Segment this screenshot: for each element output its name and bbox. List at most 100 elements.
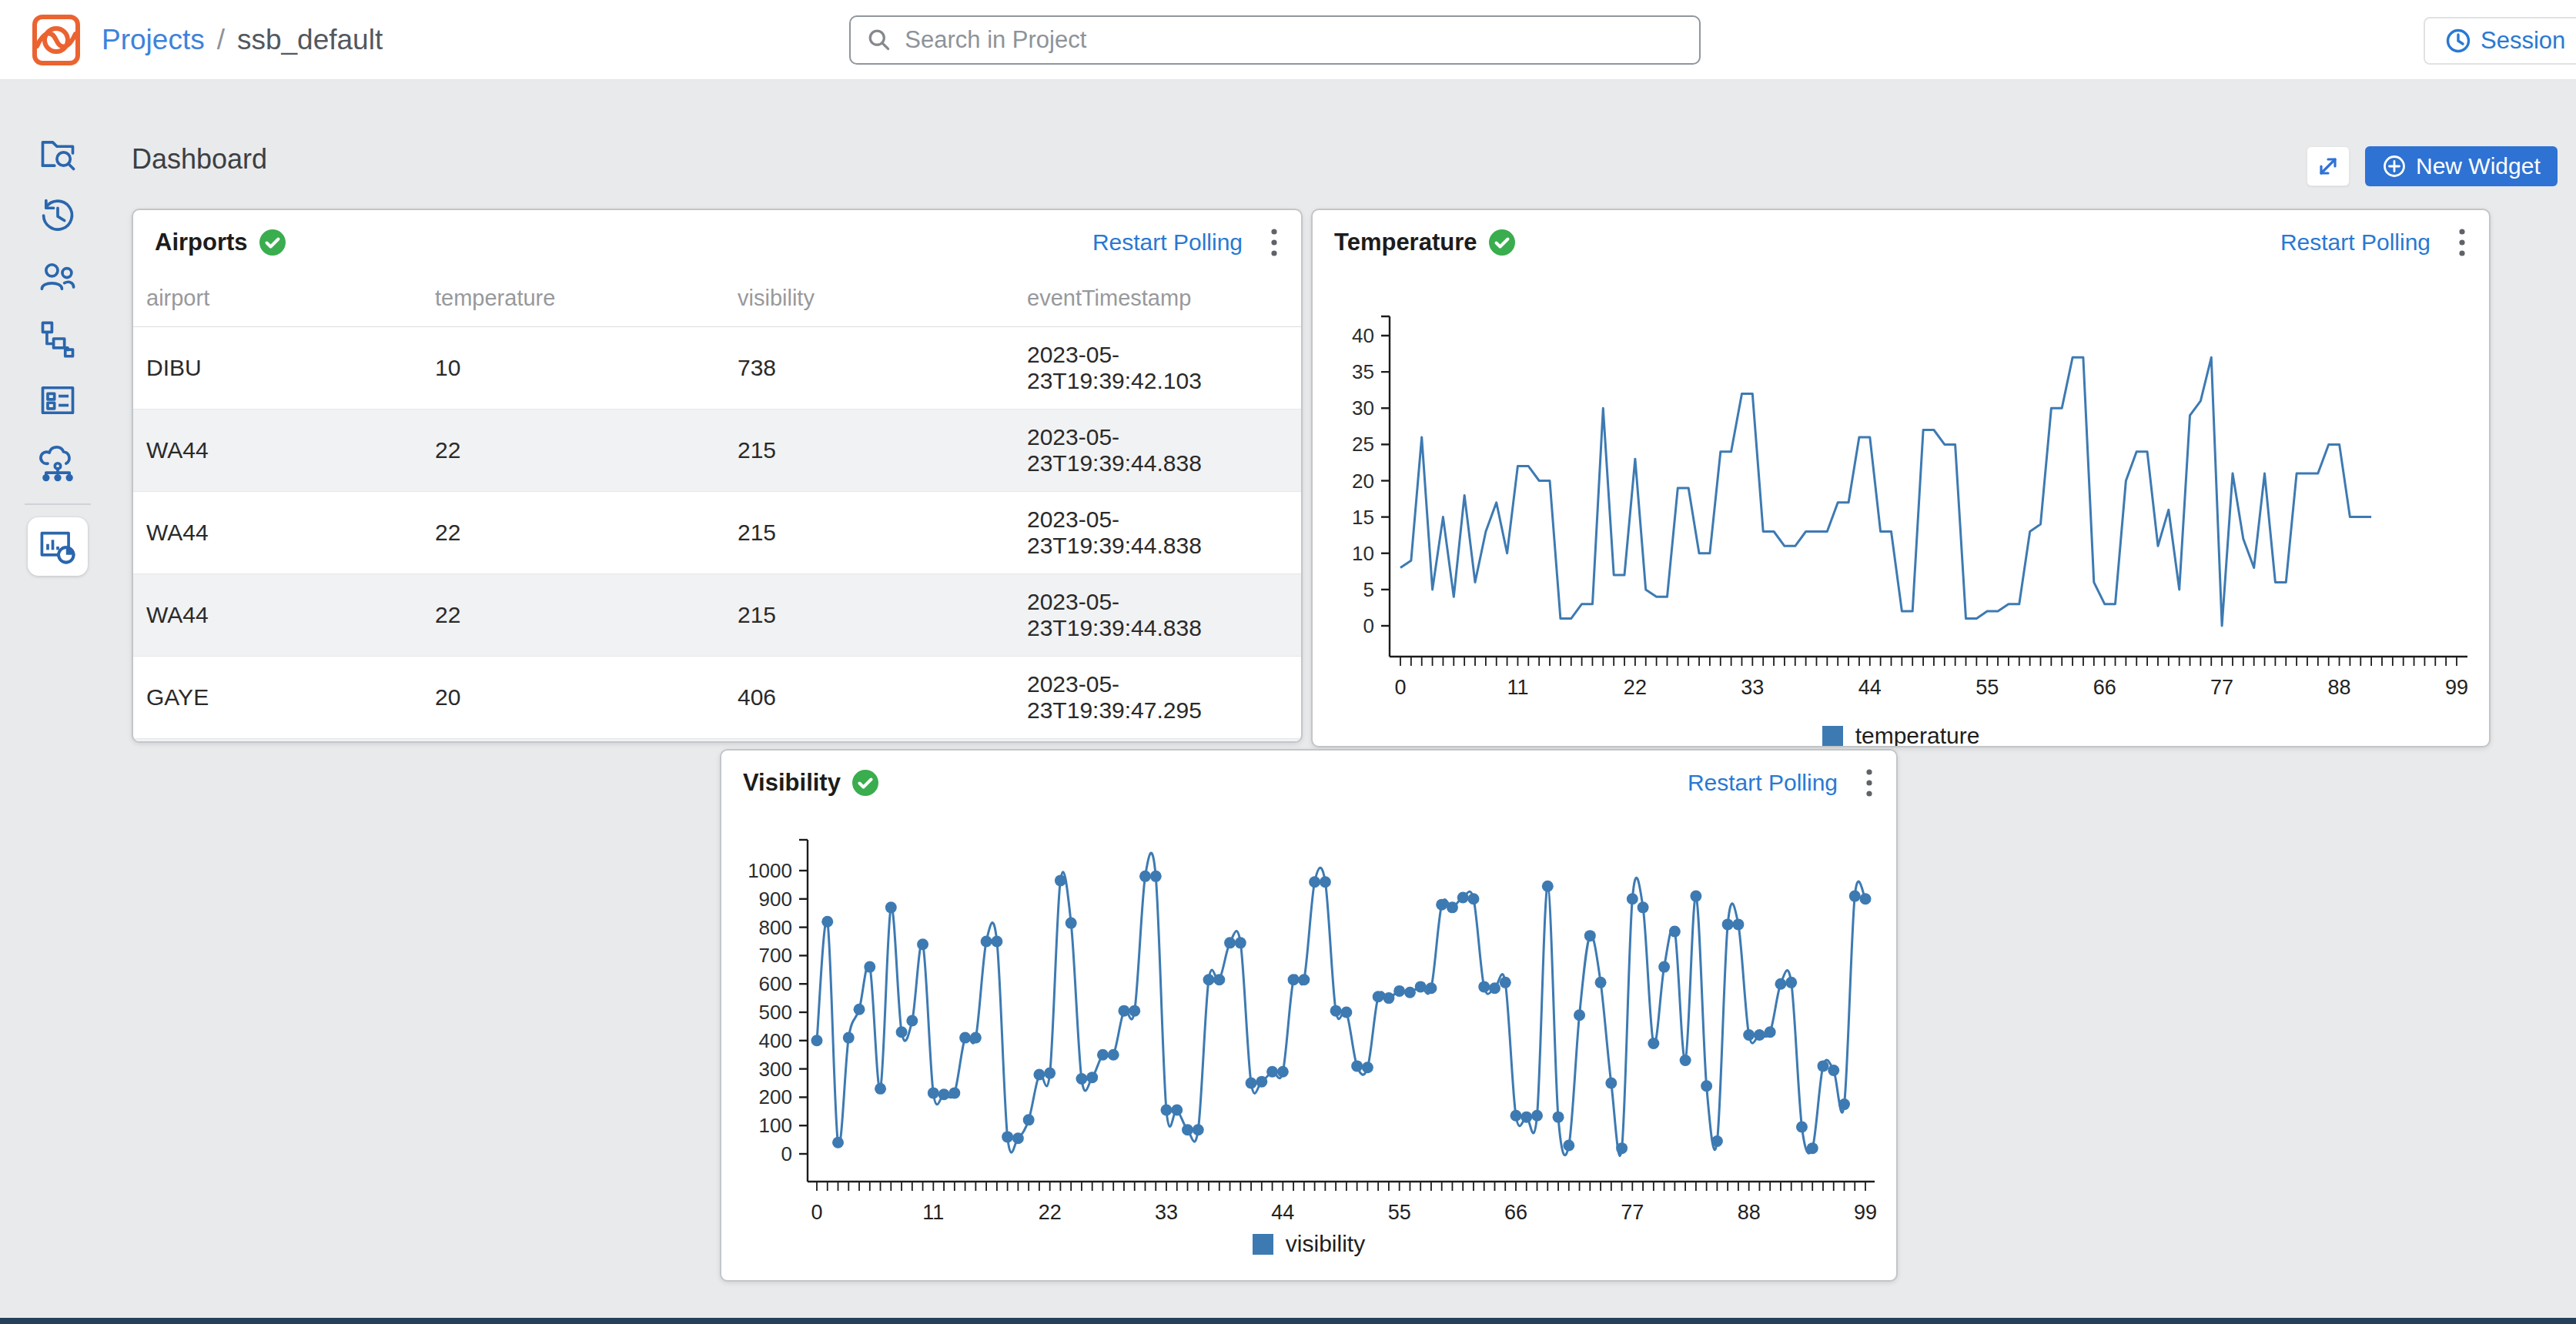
table-cell: 406: [724, 657, 1014, 739]
temperature-chart: 05101520253035400112233445566778899: [1313, 270, 2489, 718]
table-cell: GAYE: [133, 657, 422, 739]
table-cell: 20: [422, 739, 724, 744]
sidebar-item-users[interactable]: [27, 246, 89, 308]
table-cell: 215: [724, 574, 1014, 657]
widget-title: Airports: [155, 229, 248, 256]
svg-text:33: 33: [1155, 1201, 1178, 1224]
widget-temperature: Temperature Restart Polling 051015202530…: [1311, 209, 2491, 747]
flow-tree-icon: [38, 319, 78, 359]
new-widget-label: New Widget: [2416, 153, 2541, 179]
sidebar-divider: [25, 503, 91, 505]
column-header-temperature: temperature: [422, 270, 724, 327]
table-cell: GAYE: [133, 739, 422, 744]
green-check-icon: [851, 769, 879, 797]
svg-text:0: 0: [1363, 614, 1374, 637]
visibility-chart: 0100200300400500600700800900100001122334…: [721, 811, 1896, 1226]
breadcrumb: Projects / ssb_default: [102, 24, 383, 56]
svg-text:11: 11: [922, 1201, 944, 1224]
svg-text:300: 300: [759, 1058, 792, 1081]
table-cell: DIBU: [133, 327, 422, 410]
table-cell: 2023-05-23T19:39:44.838: [1014, 492, 1301, 574]
svg-text:35: 35: [1352, 360, 1374, 383]
users-icon: [38, 257, 78, 297]
legend-swatch: [1822, 726, 1843, 747]
table-cell: 2023-05-23T19:39:47.295: [1014, 657, 1301, 739]
kebab-menu-icon[interactable]: [1864, 766, 1875, 800]
table-cell: 20: [422, 657, 724, 739]
table-cell: WA44: [133, 574, 422, 657]
svg-text:700: 700: [759, 944, 792, 967]
search-icon: [866, 26, 892, 54]
card-list-icon: [38, 380, 78, 420]
airports-table: airport temperature visibility eventTime…: [133, 270, 1301, 743]
folder-search-icon: [38, 134, 78, 174]
session-button[interactable]: Session: [2424, 17, 2576, 65]
widget-title: Temperature: [1334, 229, 1477, 256]
svg-text:800: 800: [759, 916, 792, 939]
svg-text:40: 40: [1352, 324, 1374, 347]
svg-text:1000: 1000: [748, 859, 792, 882]
sidebar-item-data-sources[interactable]: [27, 431, 89, 493]
kebab-menu-icon[interactable]: [2457, 226, 2467, 259]
sidebar-item-history[interactable]: [27, 185, 89, 246]
table-cell: 738: [724, 327, 1014, 410]
sidebar-item-jobs[interactable]: [27, 308, 89, 369]
widget-visibility: Visibility Restart Polling 0100200300400…: [720, 749, 1898, 1282]
green-check-icon: [1488, 229, 1516, 256]
table-row: WA44222152023-05-23T19:39:44.838: [133, 574, 1301, 657]
svg-text:88: 88: [1738, 1201, 1761, 1224]
svg-text:20: 20: [1352, 470, 1374, 493]
table-cell: WA44: [133, 410, 422, 492]
restart-polling-link[interactable]: Restart Polling: [1688, 770, 1838, 796]
legend-swatch: [1253, 1234, 1273, 1255]
table-cell: 22: [422, 574, 724, 657]
svg-text:99: 99: [1854, 1201, 1877, 1224]
restart-polling-link[interactable]: Restart Polling: [1092, 229, 1243, 256]
legend-label: temperature: [1855, 723, 1980, 747]
svg-text:0: 0: [811, 1201, 822, 1224]
svg-text:0: 0: [1394, 676, 1406, 699]
project-search: [849, 15, 1701, 65]
sidebar-item-tables[interactable]: [27, 369, 89, 431]
table-row: DIBU107382023-05-23T19:39:42.103: [133, 327, 1301, 410]
new-widget-button[interactable]: New Widget: [2365, 146, 2558, 186]
svg-text:22: 22: [1039, 1201, 1062, 1224]
svg-text:77: 77: [1621, 1201, 1644, 1224]
svg-text:25: 25: [1352, 433, 1374, 456]
svg-text:0: 0: [781, 1142, 792, 1165]
kebab-menu-icon[interactable]: [1269, 226, 1280, 259]
svg-text:11: 11: [1507, 676, 1528, 699]
breadcrumb-projects-link[interactable]: Projects: [102, 24, 205, 56]
table-cell: 215: [724, 410, 1014, 492]
app-logo-icon: [31, 15, 82, 65]
svg-text:900: 900: [759, 888, 792, 911]
svg-text:600: 600: [759, 972, 792, 995]
sidebar-item-dashboard[interactable]: [28, 517, 88, 576]
restart-polling-link[interactable]: Restart Polling: [2280, 229, 2430, 256]
svg-text:33: 33: [1741, 676, 1764, 699]
svg-text:500: 500: [759, 1001, 792, 1024]
column-header-eventTimestamp: eventTimestamp: [1014, 270, 1301, 327]
svg-text:66: 66: [1504, 1201, 1527, 1224]
svg-text:99: 99: [2445, 676, 2468, 699]
green-check-icon: [259, 229, 286, 256]
table-row: WA44222152023-05-23T19:39:44.838: [133, 492, 1301, 574]
table-cell: 2023-05-23T19:39:44.838: [1014, 410, 1301, 492]
visibility-legend[interactable]: visibility: [721, 1231, 1896, 1257]
sidebar-item-project-explorer[interactable]: [27, 123, 89, 185]
legend-label: visibility: [1286, 1231, 1365, 1257]
bottom-bar: [0, 1318, 2576, 1324]
search-input[interactable]: [905, 26, 1684, 54]
svg-text:200: 200: [759, 1085, 792, 1108]
table-row: GAYE204062023-05-23T19:39:47.295: [133, 739, 1301, 744]
dashboard-chart-icon: [38, 527, 78, 567]
clock-icon: [2445, 28, 2471, 54]
temperature-legend[interactable]: temperature: [1313, 723, 2489, 747]
table-row: WA44222152023-05-23T19:39:44.838: [133, 410, 1301, 492]
svg-text:400: 400: [759, 1029, 792, 1052]
table-cell: 2023-05-23T19:39:42.103: [1014, 327, 1301, 410]
expand-dashboard-button[interactable]: [2307, 146, 2350, 186]
table-cell: 22: [422, 410, 724, 492]
table-cell: 2023-05-23T19:39:47.295: [1014, 739, 1301, 744]
page-title: Dashboard: [132, 143, 267, 176]
